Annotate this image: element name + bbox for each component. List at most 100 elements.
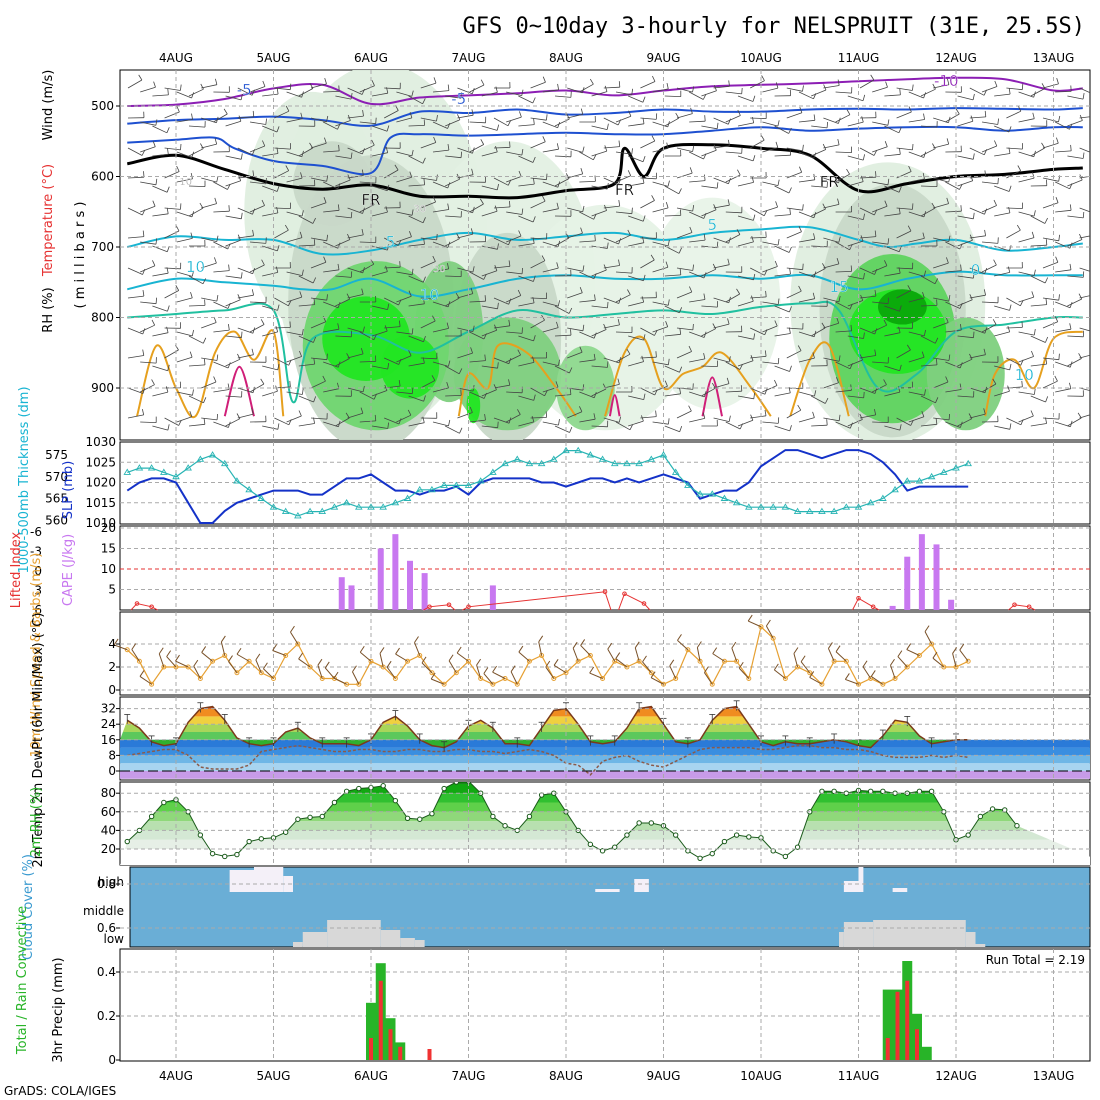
wind-barb-feather xyxy=(446,322,449,329)
wind-barb-feather xyxy=(359,645,365,653)
wind-barb xyxy=(823,417,840,422)
top-day-labels: 4AUG 5AUG 6AUG 7AUG 8AUG 9AUG 10AUG 11AUG 12AUG 1… xyxy=(159,51,1074,65)
wind-barb xyxy=(1006,327,1023,329)
wind-barb-feather xyxy=(1058,234,1060,241)
wind-barb-feather xyxy=(899,305,902,312)
y-tick-label: 20 xyxy=(101,521,116,535)
wind-barb xyxy=(920,364,938,367)
wind-barb-feather xyxy=(908,106,912,113)
wind-barb xyxy=(952,653,957,668)
wind-barb xyxy=(152,425,169,431)
high-cloud xyxy=(254,867,284,892)
wind-barb-feather xyxy=(422,98,426,104)
wind-barb xyxy=(457,87,473,95)
wind-barb-feather xyxy=(741,87,743,94)
wind-barb xyxy=(981,145,997,153)
wind-barb-feather xyxy=(747,614,753,622)
low-cloud xyxy=(843,922,874,947)
wind-barb xyxy=(530,200,546,209)
wind-barb xyxy=(603,297,619,304)
lifted-index-line xyxy=(1008,604,1036,611)
wind-barb xyxy=(689,299,706,303)
cape-bar xyxy=(348,585,355,610)
wind-barb xyxy=(359,361,376,363)
wind-barb xyxy=(567,232,583,239)
wind-barb xyxy=(1092,205,1100,212)
wind-barb-feather xyxy=(863,213,865,220)
wind-barb xyxy=(859,355,876,359)
wind-barb-feather xyxy=(447,144,450,151)
wind-barb-feather xyxy=(641,415,644,422)
wind-barb xyxy=(1067,215,1084,219)
wind-barb xyxy=(408,303,425,307)
wind-barb-feather xyxy=(432,315,436,322)
wind-barb xyxy=(384,87,401,90)
wind-barb xyxy=(908,297,925,303)
wind-barb-feather xyxy=(668,358,670,365)
wind-barb-feather xyxy=(484,414,486,421)
thickness-line xyxy=(127,450,969,517)
wind-barb-feather xyxy=(874,387,878,394)
wind-barb xyxy=(310,177,327,182)
thickness-marker xyxy=(147,464,156,471)
rh-point xyxy=(404,815,411,822)
thickness-marker xyxy=(476,477,485,484)
wind-barb-feather xyxy=(813,211,817,218)
wind-barb xyxy=(579,299,596,303)
wind-barb-feather xyxy=(166,245,170,252)
wind-barb xyxy=(176,297,193,303)
wind-barb-feather xyxy=(167,424,170,431)
wind-barb-feather xyxy=(960,421,963,428)
y-tick-label: -6 xyxy=(30,525,42,539)
wind-barb-feather xyxy=(180,143,182,150)
wind-barb xyxy=(1079,327,1090,332)
wind-barb-feather xyxy=(409,171,413,178)
wind-barb-feather xyxy=(802,85,804,92)
wind-barb xyxy=(1042,202,1059,209)
y-tick-label: 565 xyxy=(45,492,68,506)
wind-barb xyxy=(335,155,352,159)
wind-barb-feather xyxy=(362,207,365,214)
wind-barb xyxy=(323,150,340,153)
wind-barb-feather xyxy=(861,116,864,123)
wind-barb xyxy=(786,87,803,92)
wind-barb xyxy=(920,275,936,285)
wind-barb-feather xyxy=(495,86,498,93)
wind-barb xyxy=(1042,177,1059,182)
wind-barb-feather xyxy=(606,123,609,130)
wind-barb xyxy=(1067,120,1083,127)
rh-point xyxy=(258,836,265,842)
wind-barb xyxy=(567,267,583,272)
wind-barb xyxy=(689,91,704,100)
wind-barb-feather xyxy=(423,238,425,245)
wind-barb xyxy=(408,275,424,283)
wind-barb-feather xyxy=(483,667,489,674)
wind-barb xyxy=(786,112,803,119)
wind-barb xyxy=(811,245,828,248)
wind-barb xyxy=(335,239,351,247)
wind-barb xyxy=(286,211,303,217)
wind-barb xyxy=(213,241,228,250)
wind-barb xyxy=(945,210,962,213)
wind-barb-feather xyxy=(799,107,803,113)
wind-barb-feather xyxy=(1009,304,1012,311)
wind-barb xyxy=(510,671,518,685)
wind-barb xyxy=(798,357,815,363)
wind-barb xyxy=(481,365,498,369)
wind-barb-feather xyxy=(764,350,767,357)
temperature-contour xyxy=(604,335,772,417)
wind-barb-feather xyxy=(678,188,682,194)
wind-barb-feather xyxy=(216,176,219,183)
wind-barb-feather xyxy=(556,262,559,269)
wind-barb xyxy=(481,185,498,191)
wind-barb xyxy=(811,89,827,97)
wind-barb xyxy=(188,335,204,344)
wind-barb xyxy=(809,677,823,685)
wind-barb xyxy=(628,155,644,163)
wind-barb xyxy=(908,356,925,363)
wind-barb xyxy=(188,185,206,187)
wind-barb xyxy=(591,150,607,157)
wind-barb xyxy=(263,668,274,679)
wind-barb-feather xyxy=(579,406,583,412)
wind-barb xyxy=(396,236,412,243)
